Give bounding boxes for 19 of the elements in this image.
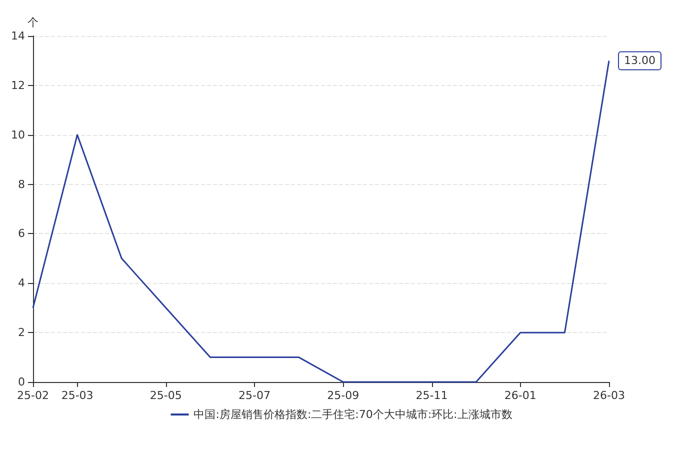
y-tick-label: 8: [18, 178, 25, 191]
x-tick-label: 26-03: [593, 389, 625, 402]
x-tick-label: 25-07: [238, 389, 271, 402]
x-tick-label: 25-11: [416, 389, 448, 402]
x-tick-label: 25-05: [150, 389, 182, 402]
y-tick-label: 2: [18, 326, 25, 340]
y-tick-label: 12: [10, 78, 25, 92]
y-tick-label: 10: [10, 128, 25, 142]
legend-label: 中国:房屋销售价格指数:二手住宅:70个大中城市:环比:上涨城市数: [194, 408, 512, 421]
y-axis-title: 个: [27, 16, 38, 29]
x-tick-label: 26-01: [504, 389, 536, 402]
y-tick-label: 6: [18, 227, 25, 240]
y-tick-label: 0: [18, 376, 25, 388]
x-tick-label: 25-03: [61, 389, 94, 402]
y-tick-label: 4: [18, 276, 25, 290]
x-tick-label: 25-09: [327, 389, 360, 402]
y-tick-label: 14: [10, 30, 25, 42]
data-label: 13.00: [624, 54, 656, 68]
x-tick-label: 25-02: [17, 389, 49, 402]
